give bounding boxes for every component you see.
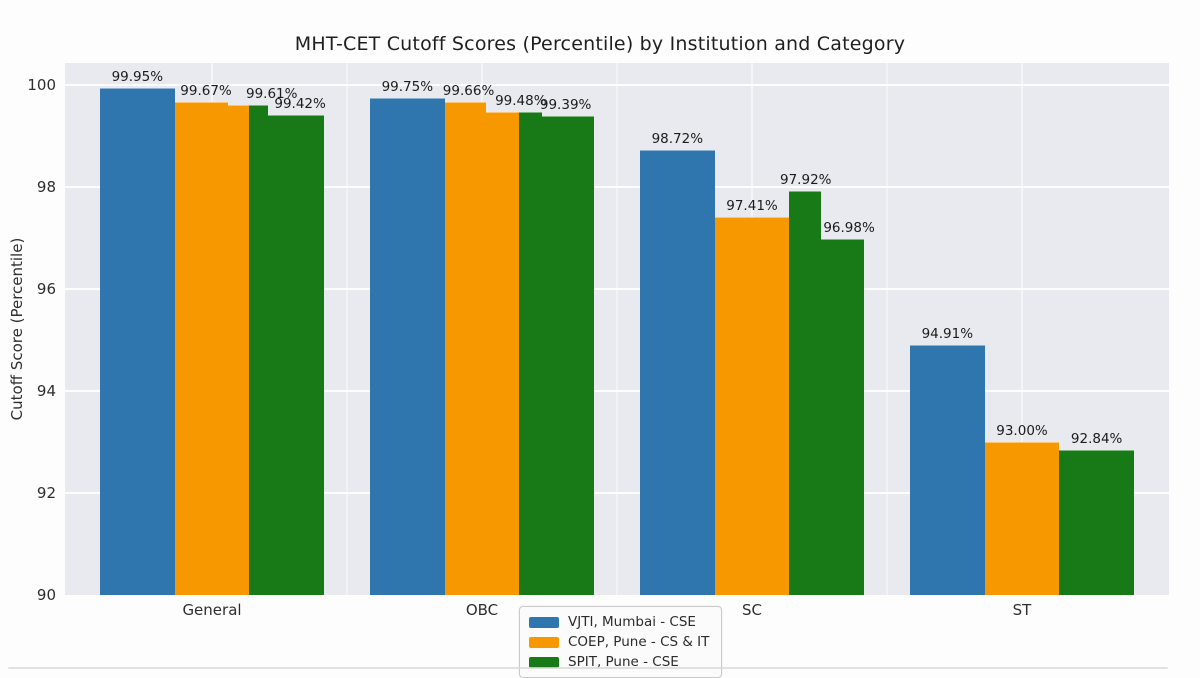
bar-value-label: 93.00% [996,423,1048,439]
h-gridline [65,84,1169,86]
bar-value-label: 99.95% [111,68,164,85]
bar-segment [519,111,542,595]
bar-segment [485,111,520,595]
bar-segment [100,87,175,595]
bar-segment [228,104,250,595]
bar-segment [1059,450,1134,595]
x-tick-label: OBC [465,601,499,619]
bar-value-label: 99.66% [442,83,495,100]
y-tick-label: 90 [36,586,56,604]
y-tick-label: 92 [36,484,56,502]
plot-area: 99.95% 99.67% 99.61% 99.42% 99.75% 99.66% 99.4… [65,63,1169,595]
chart-title: MHT-CET Cutoff Scores (Percentile) by In… [294,33,906,55]
bar-value-label: 99.42% [274,95,326,112]
v-gridline [1021,63,1023,595]
bar-value-label: 94.91% [921,325,974,342]
bar-segment [910,344,985,595]
y-tick-label: 100 [27,76,56,94]
bar-segment [174,101,229,595]
x-tick-label: ST [1012,601,1032,619]
bar-value-label: 98.72% [651,131,704,148]
legend-label: SPIT, Pune - CSE [568,654,679,670]
legend-label: COEP, Pune - CS & IT [568,634,710,650]
legend-item: VJTI, Mumbai - CSE [529,614,709,630]
bar-segment [249,104,268,595]
bar-segment [444,102,486,595]
v-gridline [616,63,618,595]
legend-swatch-orange-icon [529,636,559,648]
y-tick-label: 96 [36,280,56,298]
bar-value-label: 99.75% [381,78,434,95]
bottom-edge-artifact [8,667,1168,669]
bar-segment [268,114,324,595]
bar-segment [640,150,715,595]
v-gridline [346,63,348,595]
legend-label: VJTI, Mumbai - CSE [568,614,696,630]
bar-segment [541,116,594,595]
bar-value-label: 99.48% [495,92,547,109]
v-gridline [886,63,888,595]
bar-segment [370,97,445,595]
h-gridline [65,186,1169,188]
bar-segment [789,191,821,595]
bar-segment [984,442,1060,595]
legend-swatch-green-icon [529,656,559,668]
bar-value-label: 99.39% [539,97,592,114]
bar-value-label: 99.67% [180,82,232,99]
legend-item: SPIT, Pune - CSE [529,654,709,670]
h-gridline [65,288,1169,290]
bar-value-label: 99.61% [245,85,298,102]
bar-value-label: 92.84% [1070,431,1123,448]
h-gridline [65,492,1169,494]
bar-value-label: 96.98% [823,220,875,237]
y-tick-label: 98 [36,178,56,196]
legend: VJTI, Mumbai - CSE COEP, Pune - CS & IT … [519,606,723,678]
x-tick-label: General [182,601,242,619]
legend-item: COEP, Pune - CS & IT [529,634,709,650]
y-tick-label: 94 [36,382,56,400]
bar-segment [714,217,790,595]
bar-value-label: 97.41% [726,198,778,215]
x-tick-label: SC [742,601,762,619]
legend-swatch-blue-icon [529,616,559,628]
h-gridline [65,390,1169,392]
bar-segment [820,239,864,595]
bar-value-label: 97.92% [780,172,832,189]
